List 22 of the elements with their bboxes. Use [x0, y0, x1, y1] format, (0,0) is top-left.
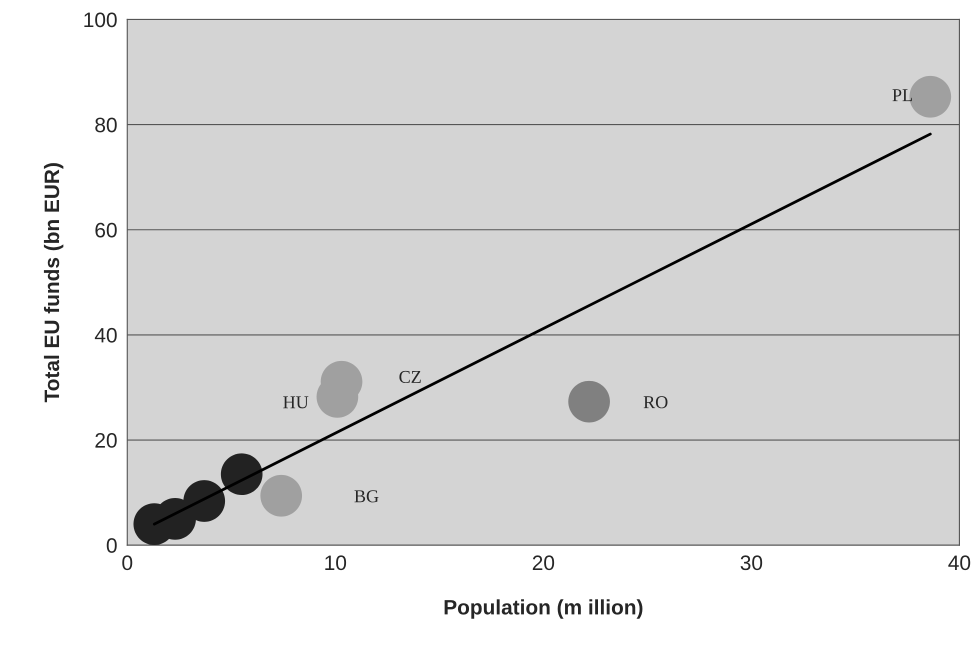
x-tick-label: 40: [948, 555, 970, 570]
y-tick-label: 80: [95, 118, 117, 132]
x-tick-label: 10: [325, 555, 346, 570]
point: [220, 453, 263, 496]
point: [568, 380, 610, 422]
annotation: HU: [283, 396, 308, 408]
x-tick-label: 20: [532, 555, 554, 570]
annotation: CZ: [399, 370, 421, 384]
x-tick-label: 30: [740, 555, 762, 570]
y-tick-label: 20: [95, 433, 117, 448]
point: [183, 480, 226, 522]
y-axis-title: Total EU funds (bn EUR): [44, 163, 64, 402]
y-tick-label: 0: [106, 538, 117, 553]
point: [260, 474, 302, 517]
y-tick-label: 60: [95, 222, 117, 238]
y-tick-label: 100: [84, 12, 117, 28]
x-axis-title: Population (m illion): [444, 599, 642, 619]
y-tick-label: 40: [94, 328, 117, 343]
annotation: PL: [892, 89, 912, 102]
annotation: RO: [644, 396, 668, 408]
x-tick-label: 0: [122, 555, 132, 570]
annotation: BG: [354, 490, 378, 502]
